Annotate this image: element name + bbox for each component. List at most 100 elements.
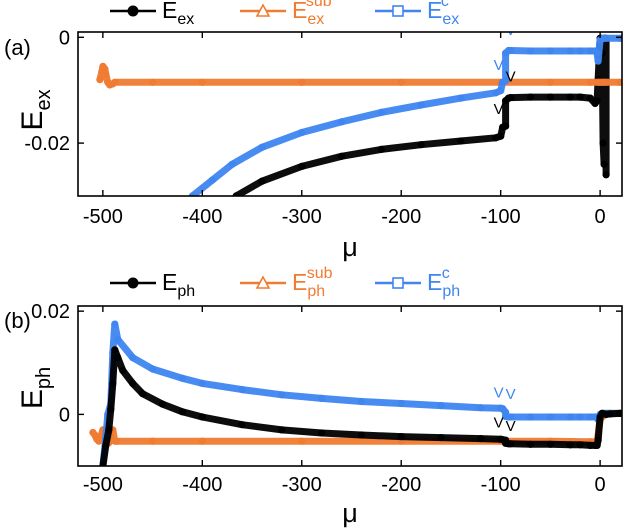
data-point-E_ex_c [526,47,535,55]
legend-label: Eph [162,269,195,300]
legend-label-sup: sub [306,0,332,10]
data-point-E_ex_sub [101,65,109,73]
legend-label-main: E [292,0,307,23]
data-point-E_ph [198,413,206,421]
data-point-E_ph_c [357,397,365,406]
legend-marker-circle [127,5,139,17]
data-point-E_ex_c [576,47,584,55]
data-point-E_ph_c [477,404,485,412]
annotation-v-marker: V [494,414,504,431]
y-axis-label: Eex [16,89,55,130]
data-point-E_ph_c [576,413,584,421]
data-point-E_ph [129,379,137,387]
data-point-E_ex [502,122,510,130]
y-tick-label: 0 [59,404,70,426]
x-tick-label: -200 [381,474,421,496]
data-point-E_ex_sub [298,78,306,86]
data-point-E_ph [606,410,614,418]
data-point-E_ph [105,426,113,434]
data-point-E_ex_c [546,47,555,55]
data-point-E_ph_c [526,413,535,421]
data-point-E_ex_c [594,57,602,65]
data-point-E_ph [576,441,584,449]
data-point-E_ph [111,346,119,354]
data-point-E_ex_c [507,46,515,55]
data-point-E_ex_c [616,34,622,42]
legend-label-sub: ex [307,11,324,28]
data-point-E_ex_sub [198,78,206,86]
legend-label-sub: ph [177,283,195,300]
data-point-E_ex [526,93,535,101]
data-point-E_ex_c [457,94,465,102]
data-point-E_ex_c [228,160,236,168]
data-point-E_ph_c [566,413,574,421]
x-tick-label: -500 [83,474,123,496]
data-point-E_ph_c [178,374,186,382]
x-tick-label: -100 [481,474,521,496]
data-point-E_ex_sub [149,78,157,86]
data-point-E_ex [600,160,608,168]
x-tick-label: -300 [282,206,322,228]
x-tick-label: 0 [595,474,606,496]
x-tick-label: -400 [182,206,222,228]
series-line-E_ex_c [188,34,622,196]
data-point-E_ph [158,400,167,408]
legend-marker-circle [127,277,139,289]
data-point-E_ex_c [208,176,216,184]
legend-label-sup: sub [307,265,333,282]
panel-label: (a) [4,35,31,60]
legend-label: Eexsub [292,0,332,28]
annotation-v-marker: V [494,57,504,74]
legend-label: Ephc [427,265,460,300]
data-point-E_ex_c [502,77,510,85]
plot-frame [77,31,623,197]
data-point-E_ex [507,94,515,102]
x-tick-label: -100 [481,206,521,228]
legend-label-sub: ph [442,283,460,300]
data-point-E_ph_c [546,413,555,421]
annotation-v-marker: V [506,386,516,403]
data-point-E_ph [507,440,515,448]
data-point-E_ph_c [397,399,405,408]
data-point-E_ex_c [566,47,574,55]
annotation-v-marker: V [494,384,504,401]
data-point-E_ex_sub [397,78,405,86]
data-point-E_ph_c [318,394,326,402]
x-tick-label: 0 [595,206,606,228]
x-tick-label: -300 [282,474,322,496]
annotation-v-marker: V [494,101,504,118]
data-point-E_ex [232,192,240,196]
data-point-E_ex_sub [546,78,555,86]
x-axis-label: μ [342,232,358,262]
data-point-E_ph [357,431,365,439]
legend-label-main: E [162,0,177,23]
legend-marker-square [392,5,404,17]
legend-label: Eexc [427,0,459,28]
data-point-E_ex [599,139,607,147]
legend-label-sup: c [442,265,450,282]
data-point-E_ex [258,177,266,185]
data-point-E_ex_sub [602,78,610,86]
legend-label-sub: ex [442,11,459,28]
x-tick-label: -200 [381,206,421,228]
legend-label-sup: c [441,0,449,10]
legend-label-main: E [162,269,177,295]
data-point-E_ex_c [497,87,505,95]
data-point-E_ex [576,93,584,101]
data-point-E_ex_c [258,143,266,151]
data-point-E_ex_c [602,34,610,42]
data-point-E_ex [298,162,306,170]
legend-marker-triangle [255,3,271,17]
data-point-E_ex_sub [616,78,622,86]
series-line-E_ph [99,346,622,466]
y-axis-label: Eph [16,367,55,409]
chart-panel-b: V VV V -500 -400 -300 -200 -100 0 0.02 0 μ Eph (b) Eph… [4,265,623,528]
data-point-E_ph_c [437,402,445,410]
data-point-E_ph_sub [298,437,306,445]
legend-label-sub: ph [307,283,325,300]
data-point-E_ph_c [114,335,122,344]
data-point-E_ex [337,152,346,160]
data-point-E_ph [546,440,555,448]
data-point-E_ex [602,171,610,179]
